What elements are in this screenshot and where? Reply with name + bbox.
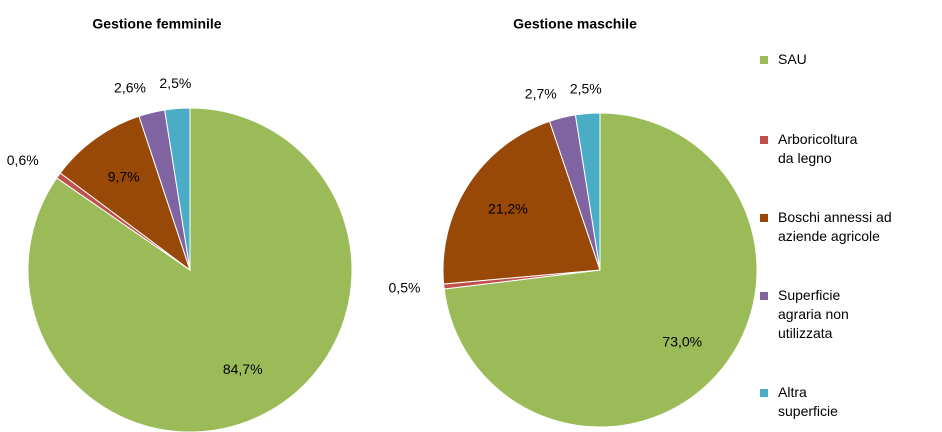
data-label: 2,5% bbox=[570, 81, 602, 97]
pie-slice bbox=[443, 112, 758, 428]
legend-label: Altra superficie bbox=[778, 384, 838, 419]
data-label: 2,5% bbox=[159, 75, 191, 91]
legend-label: Boschi annessi ad aziende agricole bbox=[778, 209, 892, 244]
legend-swatch bbox=[760, 389, 768, 397]
pie-slice bbox=[442, 120, 601, 285]
legend-label: Arboricoltura da legno bbox=[778, 131, 858, 166]
chart-title: Gestione femminile bbox=[92, 16, 221, 32]
data-label: 84,7% bbox=[223, 361, 263, 377]
legend-swatch bbox=[760, 214, 768, 222]
data-label: 73,0% bbox=[662, 334, 702, 350]
pie-slice bbox=[164, 107, 191, 271]
legend-swatch bbox=[760, 292, 768, 300]
data-label: 9,7% bbox=[108, 169, 140, 185]
legend-label: Superficie agraria non utilizzata bbox=[778, 287, 849, 341]
pie-slice bbox=[59, 115, 191, 272]
data-label: 2,6% bbox=[114, 80, 146, 96]
chart-title: Gestione maschile bbox=[513, 16, 637, 32]
legend-swatch bbox=[760, 136, 768, 144]
data-label: 2,7% bbox=[525, 85, 557, 101]
legend-swatch bbox=[760, 56, 768, 64]
data-label: 0,5% bbox=[389, 280, 421, 296]
data-label: 0,6% bbox=[7, 152, 39, 168]
pie-slice bbox=[574, 112, 601, 271]
legend-label: SAU bbox=[778, 51, 807, 67]
data-label: 21,2% bbox=[488, 201, 528, 217]
